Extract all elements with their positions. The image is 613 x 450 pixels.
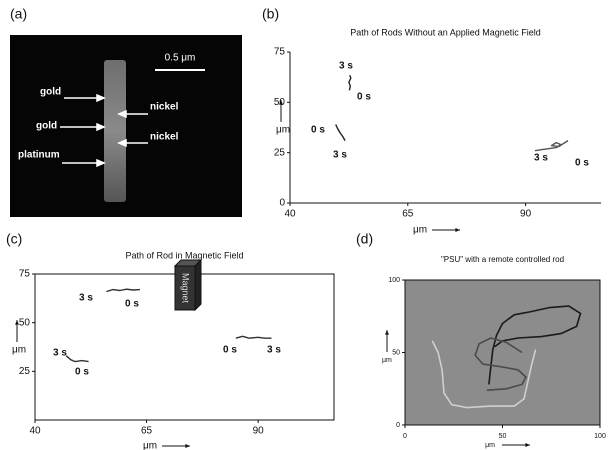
layer-label: gold — [36, 121, 57, 132]
trajectory — [236, 336, 272, 338]
time-annotation: 3 s — [339, 61, 353, 72]
y-axis-label: μm — [12, 345, 26, 356]
panel-label: (b) — [262, 6, 279, 22]
x-tick-label: 100 — [594, 433, 606, 440]
time-annotation: 0 s — [357, 92, 371, 103]
time-annotation: 0 s — [75, 367, 89, 378]
trajectory — [336, 125, 345, 141]
y-tick-label: 75 — [274, 47, 286, 58]
time-annotation: 0 s — [223, 345, 237, 356]
time-annotation: 0 s — [311, 125, 325, 136]
x-tick-label: 65 — [141, 426, 153, 437]
x-axis-label: μm — [143, 441, 157, 450]
x-tick-label: 40 — [284, 209, 296, 220]
trajectory — [349, 75, 351, 90]
magnet-side — [195, 260, 201, 310]
x-tick-label: 0 — [403, 433, 407, 440]
panel-label: (d) — [356, 231, 373, 247]
time-annotation: 3 s — [534, 153, 548, 164]
x-tick-label: 90 — [520, 209, 532, 220]
x-tick-label: 90 — [253, 426, 265, 437]
y-tick-label: 0 — [279, 198, 285, 209]
trajectory — [535, 141, 568, 151]
layer-label: platinum — [18, 150, 60, 161]
time-annotation: 3 s — [333, 150, 347, 161]
time-annotation: 3 s — [53, 348, 67, 359]
y-axis-label: μm — [276, 125, 290, 136]
chart-title: Path of Rods Without an Applied Magnetic… — [350, 27, 541, 37]
x-tick-label: 40 — [29, 426, 41, 437]
magnet-label: Magnet — [181, 273, 191, 304]
arrow-head — [455, 228, 460, 232]
arrow-head — [385, 330, 389, 335]
x-axis-label: μm — [413, 225, 427, 236]
layer-label: gold — [40, 87, 61, 98]
time-annotation: 3 s — [79, 293, 93, 304]
chart-title: Path of Rod in Magnetic Field — [125, 250, 243, 260]
time-annotation: 0 s — [575, 158, 589, 169]
arrow-head — [525, 443, 530, 447]
x-axis-label: μm — [485, 442, 495, 449]
y-axis-label: μm — [382, 357, 392, 364]
micrograph: 0.5 μm gold nickel gold nickel platinum — [10, 35, 242, 217]
plot-background — [405, 280, 600, 425]
figure: (a) (b) (c) (d) 0.5 μm gold nickel gold … — [0, 0, 613, 450]
y-tick-label: 25 — [274, 147, 286, 158]
layer-label: nickel — [150, 132, 179, 143]
panel-label: (a) — [10, 6, 27, 22]
y-tick-label: 25 — [19, 366, 31, 377]
x-tick-label: 65 — [402, 209, 414, 220]
y-tick-label: 50 — [274, 97, 286, 108]
trajectory — [66, 356, 88, 362]
arrow-head — [185, 444, 190, 448]
y-tick-label: 100 — [388, 277, 400, 284]
scale-label: 0.5 μm — [165, 53, 196, 64]
y-tick-label: 50 — [19, 317, 31, 328]
y-tick-label: 75 — [19, 269, 31, 280]
y-tick-label: 0 — [396, 422, 400, 429]
x-tick-label: 50 — [499, 433, 507, 440]
layer-label: nickel — [150, 102, 179, 113]
y-tick-label: 50 — [392, 349, 400, 356]
time-annotation: 0 s — [125, 299, 139, 310]
time-annotation: 3 s — [267, 345, 281, 356]
chart-title: "PSU" with a remote controlled rod — [441, 255, 564, 264]
rod — [104, 60, 126, 202]
trajectory — [106, 289, 139, 291]
panel-label: (c) — [6, 231, 22, 247]
